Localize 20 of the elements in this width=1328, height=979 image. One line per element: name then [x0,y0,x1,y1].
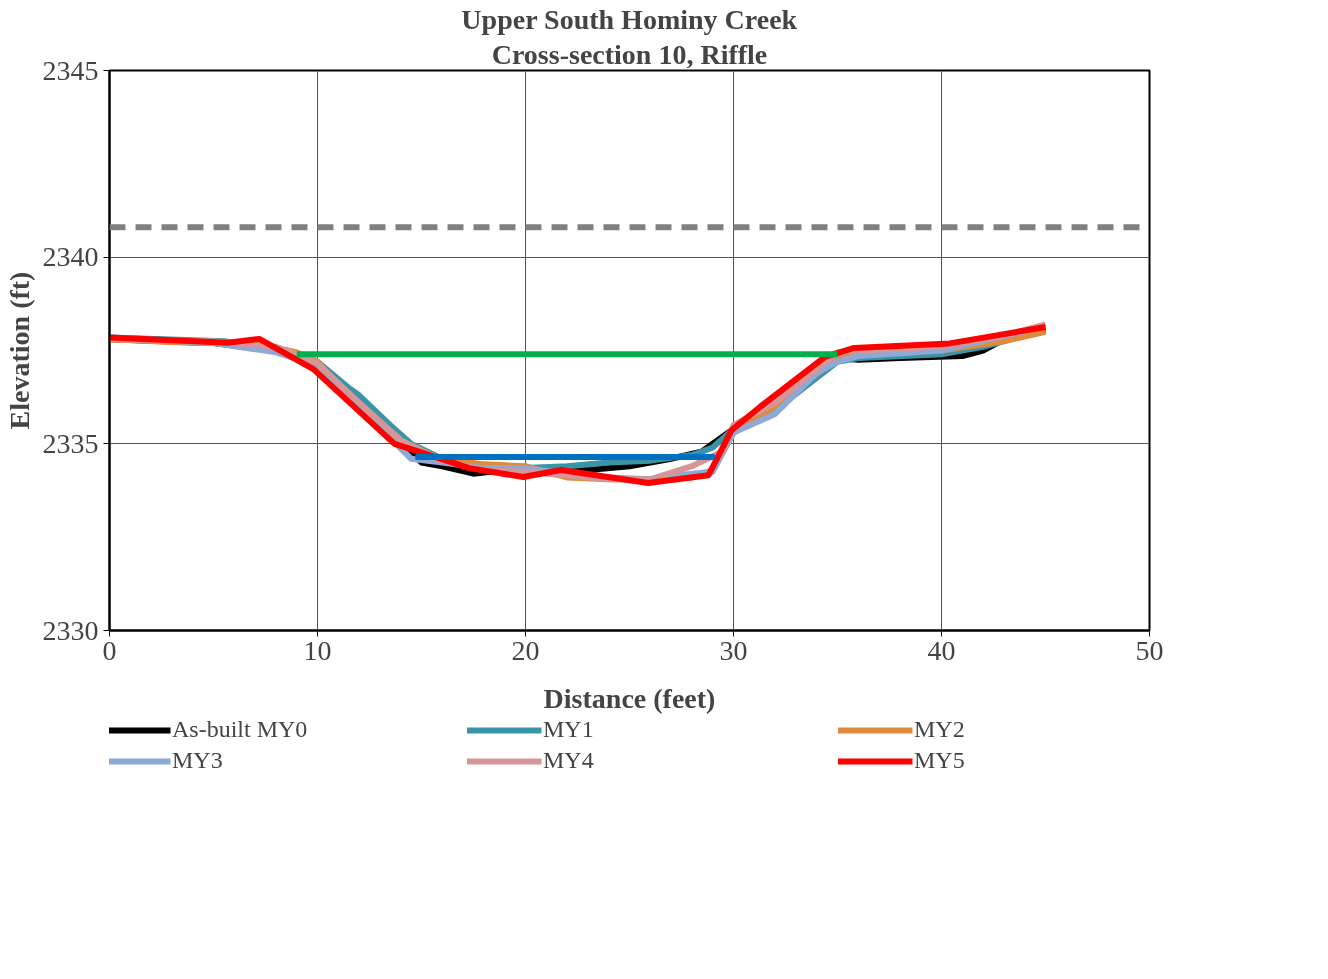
chart-subtitle: Cross-section 10, Riffle [491,38,768,70]
y-tick-label: 2345 [42,54,99,86]
legend-label: As-built MY0 [172,716,309,743]
legend-label: MY1 [543,716,595,743]
x-tick-label: 30 [719,634,748,666]
y-tick-label: 2330 [42,614,99,646]
x-tick-label: 10 [303,634,332,666]
legend-label: MY5 [914,747,966,774]
y-axis-title: Elevation (ft) [3,271,35,430]
x-tick-label: 40 [927,634,956,666]
legend-label: MY2 [914,716,966,743]
legend-label: MY4 [543,747,595,774]
chart-title: Upper South Hominy Creek [461,3,798,35]
y-tick-label: 2335 [42,427,99,459]
x-tick-label: 50 [1135,634,1164,666]
y-tick-label: 2340 [42,241,99,273]
x-axis-title: Distance (feet) [543,682,716,714]
legend-label: MY3 [172,747,224,774]
x-tick-label: 20 [511,634,540,666]
x-tick-label: 0 [102,634,117,666]
